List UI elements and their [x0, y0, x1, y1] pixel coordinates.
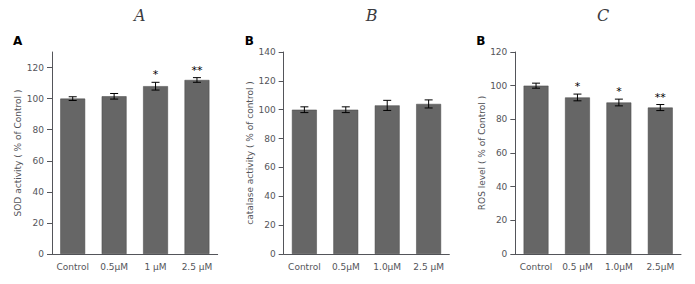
svg-text:2.5 μM: 2.5 μM — [182, 262, 213, 272]
svg-text:140: 140 — [258, 47, 275, 57]
svg-text:40: 40 — [264, 191, 276, 201]
svg-text:1.0μM: 1.0μM — [605, 262, 633, 272]
svg-text:**: ** — [655, 91, 667, 104]
svg-text:100: 100 — [27, 94, 44, 104]
svg-text:60: 60 — [33, 156, 45, 166]
svg-text:0.5μM: 0.5μM — [100, 262, 128, 272]
svg-text:0: 0 — [270, 249, 276, 259]
svg-text:60: 60 — [496, 148, 508, 158]
svg-text:20: 20 — [264, 220, 276, 230]
svg-text:40: 40 — [496, 182, 508, 192]
svg-text:2.5 μM: 2.5 μM — [413, 262, 444, 272]
svg-text:ROS level ( % of Control ): ROS level ( % of Control ) — [477, 96, 487, 210]
svg-text:0.5μM: 0.5μM — [332, 262, 360, 272]
svg-text:*: * — [153, 68, 159, 81]
svg-text:B: B — [476, 34, 485, 48]
svg-text:60: 60 — [264, 162, 276, 172]
svg-text:**: ** — [191, 64, 203, 77]
svg-text:20: 20 — [496, 215, 508, 225]
svg-text:1 μM: 1 μM — [145, 262, 167, 272]
svg-text:B: B — [245, 34, 254, 48]
svg-text:1.0μM: 1.0μM — [373, 262, 401, 272]
svg-text:120: 120 — [27, 63, 44, 73]
svg-text:120: 120 — [490, 47, 507, 57]
svg-text:C: C — [597, 6, 609, 25]
svg-text:*: * — [616, 85, 622, 98]
svg-text:B: B — [365, 6, 378, 25]
svg-text:80: 80 — [33, 125, 45, 135]
svg-text:80: 80 — [264, 134, 276, 144]
svg-text:SOD activity ( % of Control ): SOD activity ( % of Control ) — [13, 90, 23, 217]
svg-text:2.5μM: 2.5μM — [646, 262, 674, 272]
svg-text:0.5 μM: 0.5 μM — [562, 262, 593, 272]
svg-text:100: 100 — [258, 105, 275, 115]
svg-text:40: 40 — [33, 187, 45, 197]
svg-text:catalase activity ( % of contr: catalase activity ( % of control ) — [245, 81, 255, 225]
svg-text:A: A — [13, 34, 23, 48]
svg-text:*: * — [575, 80, 581, 93]
svg-text:80: 80 — [496, 114, 508, 124]
svg-text:0: 0 — [38, 249, 44, 259]
svg-text:Control: Control — [520, 262, 553, 272]
svg-text:A: A — [132, 6, 146, 25]
svg-text:100: 100 — [490, 81, 507, 91]
svg-text:120: 120 — [258, 76, 275, 86]
svg-text:Control: Control — [56, 262, 89, 272]
svg-text:Control: Control — [288, 262, 321, 272]
svg-text:0: 0 — [502, 249, 508, 259]
svg-text:20: 20 — [33, 218, 45, 228]
